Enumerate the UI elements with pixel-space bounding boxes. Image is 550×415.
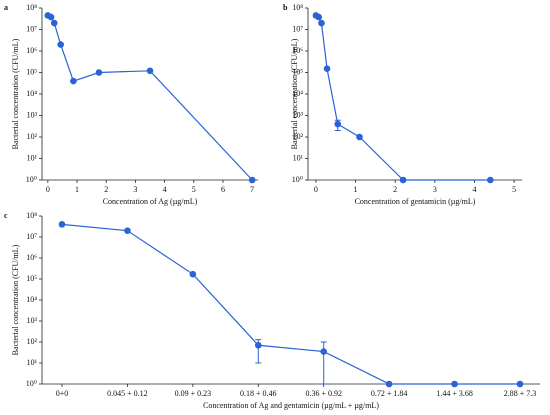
data-point bbox=[57, 41, 64, 48]
y-tick-label: 10⁷ bbox=[26, 232, 37, 241]
data-point bbox=[254, 341, 262, 349]
data-line bbox=[61, 223, 520, 385]
x-axis-label: Concentration of Ag (µg/mL) bbox=[103, 197, 198, 206]
data-point bbox=[334, 120, 342, 128]
x-tick-label: 0 bbox=[46, 185, 50, 194]
data-point bbox=[95, 69, 103, 76]
data-point bbox=[516, 380, 524, 388]
y-tick-label: 10³ bbox=[293, 110, 304, 119]
data-line bbox=[47, 14, 253, 181]
data-point bbox=[385, 380, 393, 388]
x-tick-label: 0.045 + 0.12 bbox=[107, 389, 148, 398]
y-tick-label: 10⁵ bbox=[292, 67, 303, 76]
x-tick-label: 2 bbox=[393, 185, 397, 194]
data-point bbox=[50, 19, 58, 27]
y-tick-label: 10⁶ bbox=[26, 46, 37, 55]
data-line bbox=[315, 14, 491, 181]
y-tick-label: 10⁸ bbox=[26, 3, 37, 12]
x-tick-label: 3 bbox=[433, 185, 437, 194]
x-tick-label: 2 bbox=[104, 185, 108, 194]
data-point bbox=[451, 380, 458, 388]
y-tick-label: 10¹ bbox=[27, 358, 38, 367]
data-point bbox=[47, 13, 55, 21]
y-tick-label: 10³ bbox=[27, 316, 38, 325]
data-point bbox=[323, 65, 331, 73]
data-point bbox=[248, 176, 256, 184]
x-tick-label: 1 bbox=[354, 185, 358, 194]
x-tick-label: 0.18 + 0.46 bbox=[240, 389, 277, 398]
x-tick-label: 2.88 + 7.3 bbox=[504, 389, 537, 398]
x-axis-label: Concentration of gentamicin (µg/mL) bbox=[355, 197, 476, 206]
x-tick-label: 5 bbox=[512, 185, 516, 194]
y-tick-label: 10⁷ bbox=[26, 24, 37, 33]
x-tick-label: 3 bbox=[133, 185, 137, 194]
data-point bbox=[315, 13, 323, 21]
x-tick-label: 0.36 + 0.92 bbox=[305, 389, 342, 398]
y-tick-label: 10⁵ bbox=[26, 67, 37, 76]
data-point bbox=[189, 270, 197, 278]
y-tick-label: 10¹ bbox=[293, 153, 304, 162]
y-tick-label: 10⁴ bbox=[292, 89, 303, 98]
x-tick-label: 6 bbox=[221, 185, 225, 194]
y-axis-label: Bacterial concentration (CFU/mL) bbox=[11, 38, 20, 149]
y-tick-label: 10⁴ bbox=[26, 295, 37, 304]
y-tick-label: 10⁶ bbox=[292, 46, 303, 55]
data-point bbox=[486, 176, 494, 184]
y-tick-label: 10⁷ bbox=[292, 24, 303, 33]
data-point bbox=[356, 133, 363, 141]
x-tick-label: 1.44 + 3.68 bbox=[436, 389, 473, 398]
y-tick-label: 10⁰ bbox=[26, 379, 37, 388]
x-tick-label: 5 bbox=[192, 185, 196, 194]
data-point bbox=[146, 67, 154, 75]
x-tick-label: 7 bbox=[250, 185, 254, 194]
y-tick-label: 10² bbox=[293, 132, 304, 141]
panel-label: b bbox=[283, 3, 288, 12]
panel-label: a bbox=[4, 3, 8, 12]
y-tick-label: 10⁶ bbox=[26, 253, 37, 262]
x-tick-label: 0.09 + 0.23 bbox=[175, 389, 212, 398]
y-tick-label: 10³ bbox=[27, 110, 38, 119]
y-tick-label: 10⁰ bbox=[26, 175, 37, 184]
x-tick-label: 0.72 + 1.84 bbox=[371, 389, 408, 398]
x-tick-label: 4 bbox=[472, 185, 476, 194]
x-tick-label: 1 bbox=[75, 185, 79, 194]
data-point bbox=[70, 77, 77, 85]
y-axis-label: Bacterial concentration (CFU/mL) bbox=[11, 244, 20, 355]
y-tick-label: 10¹ bbox=[27, 153, 38, 162]
y-tick-label: 10⁵ bbox=[26, 274, 37, 283]
y-tick-label: 10⁴ bbox=[26, 89, 37, 98]
data-point bbox=[399, 176, 407, 184]
data-point bbox=[124, 227, 131, 234]
data-point bbox=[318, 19, 325, 27]
y-axis-label: Bacterial concentration (CFU/mL) bbox=[290, 38, 299, 149]
x-tick-label: 0 bbox=[314, 185, 318, 194]
data-point bbox=[320, 348, 328, 355]
x-axis-label: Concentration of Ag and gentamicin (µg/m… bbox=[203, 401, 379, 410]
x-tick-label: 0+0 bbox=[56, 389, 69, 398]
y-tick-label: 10² bbox=[27, 337, 38, 346]
y-tick-label: 10² bbox=[27, 132, 38, 141]
y-tick-label: 10⁸ bbox=[26, 211, 37, 220]
y-tick-label: 10⁸ bbox=[292, 3, 303, 12]
y-tick-label: 10⁰ bbox=[292, 175, 303, 184]
x-tick-label: 4 bbox=[163, 185, 167, 194]
data-point bbox=[58, 221, 66, 228]
panel-label: c bbox=[4, 211, 8, 220]
